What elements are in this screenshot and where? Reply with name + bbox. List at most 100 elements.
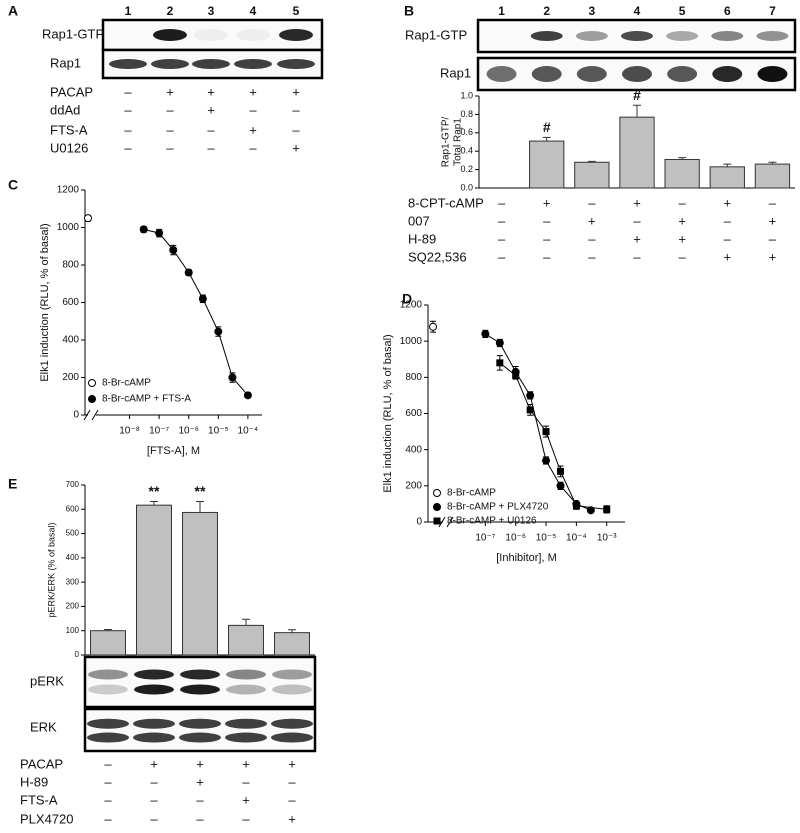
panel-label: D [402,291,412,307]
y-tick-label: 500 [66,529,80,538]
treatment-sign: – [166,102,174,117]
lane-number: 5 [293,4,300,18]
axis-break [438,516,454,528]
treatment-sign: – [588,231,596,246]
treatment-sign: + [249,122,257,137]
treatment-name: H-89 [408,231,436,246]
blot-band [666,31,699,41]
blot-band [133,718,175,729]
lane-number: 2 [167,4,174,18]
legend-label: 8-Br-cAMP [102,378,151,389]
treatment-sign: + [678,231,686,246]
annotation: ** [149,483,160,499]
blot-band [756,31,789,41]
treatment-sign: + [769,249,777,264]
bar [664,158,700,189]
y-tick-label: 0.8 [460,109,473,119]
treatment-sign: + [723,249,731,264]
treatment-sign: – [249,140,257,155]
blot-band [757,66,788,82]
blot-band [271,732,313,743]
y-tick-label: 0.6 [460,127,473,137]
y-tick-label: 0.4 [460,146,473,156]
lane-number: 3 [208,4,215,18]
blot-band [236,29,270,41]
treatment-sign: – [166,122,174,137]
data-point [526,391,535,400]
data-point [184,268,193,277]
bar [136,504,172,656]
x-tick-label: 10⁻⁸ [119,426,140,437]
data-point [526,406,534,414]
data-point [495,338,504,347]
treatment-sign: – [124,84,132,99]
blot-band [712,66,743,82]
data-point [572,502,580,510]
lane-number: 2 [543,4,550,18]
treatment-name: ddAd [50,102,80,117]
treatment-sign: – [104,756,112,771]
y-tick-label: 400 [62,335,79,346]
treatment-sign: – [292,122,300,137]
lane-number: 7 [769,4,776,18]
legend-label: 8-Br-cAMP + FTS-A [102,394,191,405]
blot-band [192,59,230,69]
treatment-sign: – [150,792,158,807]
blot-band [279,29,313,41]
legend-marker [433,489,441,497]
bar [619,116,655,189]
y-tick-label: 1200 [57,185,80,196]
y-tick-label: 0.2 [460,164,473,174]
data-point [603,505,611,513]
treatment-name: SQ22,536 [408,249,467,264]
x-tick-label: 10⁻⁶ [505,533,526,544]
y-tick-label: 200 [66,602,80,611]
legend-label: 8-Br-cAMP + U0126 [447,516,537,527]
x-tick-label: 10⁻⁶ [178,426,199,437]
data-point [542,428,550,436]
treatment-sign: – [288,774,296,789]
treatment-sign: – [207,140,215,155]
treatment-sign: + [288,756,296,771]
treatment-sign: – [207,122,215,137]
blot-frame [83,655,317,709]
y-tick-label: 0 [73,410,79,421]
treatment-name: 007 [408,213,430,228]
y-tick-label: 0 [416,517,422,528]
bar [90,630,126,656]
blot-band [277,59,315,69]
panel-label: C [8,177,18,193]
treatment-sign: – [104,774,112,789]
treatment-sign: + [242,756,250,771]
treatment-sign: – [543,213,551,228]
y-axis-label: Elk1 induction (RLU, % of basal) [382,334,394,492]
blot-band [134,669,174,680]
bar [529,140,565,189]
legend-label: 8-Br-cAMP [447,488,496,499]
treatment-sign: + [196,756,204,771]
error-bar [104,629,112,631]
treatment-sign: – [588,249,596,264]
error-bar [542,136,551,142]
y-tick-label: 1000 [400,336,423,347]
treatment-name: H-89 [20,774,48,789]
data-point [429,322,437,331]
lane-number: 1 [125,4,132,18]
y-tick-label: 0 [75,650,80,659]
lane-number: 3 [589,4,596,18]
blot-band [153,29,187,41]
error-bar [288,629,296,633]
error-bar [587,160,596,163]
blot-band [226,669,266,680]
treatment-name: PACAP [50,84,93,99]
y-tick-label: 100 [66,626,80,635]
treatment-sign: – [196,811,204,826]
data-point [512,372,520,380]
panel-label: E [8,476,17,492]
error-bar [768,161,777,165]
treatment-name: PLX4720 [20,811,74,826]
panel-label: A [8,3,18,19]
blot-band [88,684,128,695]
blot-label: Rap1 [50,55,81,70]
treatment-sign: + [207,84,215,99]
